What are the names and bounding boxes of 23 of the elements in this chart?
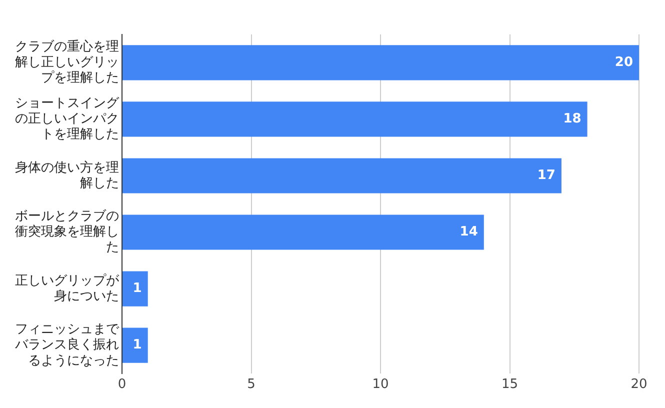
bar [122,102,588,137]
data-label: 20 [614,55,633,70]
x-tick-label: 10 [372,376,389,392]
bar [122,271,148,306]
bar [122,158,562,194]
y-tick-label: ボールとクラブの衝突現象を理解した [15,209,119,256]
data-label: 1 [132,281,142,296]
x-tick-label: 20 [630,376,648,392]
y-tick-label: フィニッシュまでバランス良く振れるようになった [14,322,120,368]
y-tick-label: 身体の使い方を理解した [15,159,119,191]
x-tick-label: 0 [118,376,126,392]
data-label: 1 [132,338,142,353]
data-label: 18 [563,112,582,127]
x-tick-label: 5 [247,376,256,392]
bar [122,328,148,363]
bar [122,214,484,250]
data-label: 17 [537,168,556,184]
y-tick-label: 正しいグリップが身についた [15,273,120,304]
data-label: 14 [460,224,478,240]
bar [122,45,639,80]
y-tick-label: クラブの重心を理解し正しいグリップを理解した [15,38,119,86]
y-tick-label: ショートスイングの正しいインパクトを理解した [15,96,120,142]
x-tick-label: 15 [501,376,518,392]
